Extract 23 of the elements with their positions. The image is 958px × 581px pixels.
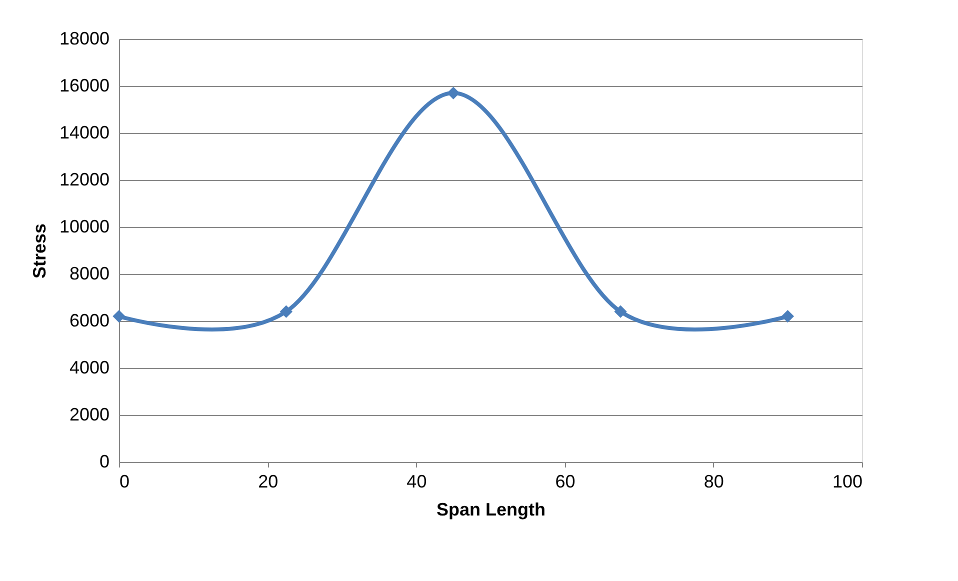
x-tick-label: 0: [120, 472, 130, 492]
point: [447, 86, 460, 100]
x-tick-label: 20: [258, 472, 278, 492]
x-tick-label: 100: [832, 472, 862, 492]
y-tick-label: 10000: [59, 216, 110, 236]
x-tick-label: 80: [704, 472, 724, 492]
point: [614, 305, 627, 318]
point: [280, 305, 292, 318]
y-tick-label: 18000: [59, 28, 110, 48]
point: [112, 310, 126, 323]
y-tick-label: 16000: [59, 76, 110, 96]
x-tick-label: 60: [555, 472, 576, 492]
point: [781, 310, 794, 323]
y-tick-label: 2000: [69, 404, 110, 424]
x-tick-label: 40: [406, 472, 427, 492]
y-tick-label: 4000: [69, 358, 110, 378]
y-tick-label: 12000: [59, 170, 110, 190]
y-tick-label: 6000: [69, 310, 110, 330]
y-tick-label: 8000: [69, 264, 110, 284]
y-tick-label: 0: [99, 452, 110, 472]
y-axis-title: Stress: [29, 223, 50, 279]
y-tick-label: 14000: [59, 122, 110, 142]
x-axis-title: Span Length: [436, 500, 546, 520]
